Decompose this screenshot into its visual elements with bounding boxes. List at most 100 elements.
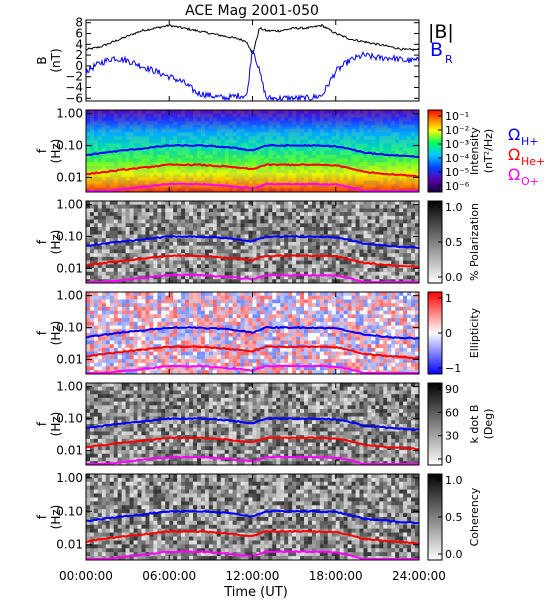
spectrogram-cell	[319, 264, 324, 269]
spectrogram-cell	[264, 355, 269, 360]
spectrogram-cell	[292, 321, 297, 326]
spectrogram-cell	[220, 351, 225, 356]
spectrogram-cell	[292, 184, 297, 189]
spectrogram-cell	[129, 318, 134, 322]
spectrogram-cell	[335, 121, 340, 125]
spectrogram-cell	[208, 292, 213, 296]
spectrogram-cell	[208, 158, 213, 163]
spectrogram-cell	[296, 227, 301, 231]
spectrogram-cell	[379, 227, 384, 231]
spectrogram-cell	[379, 184, 384, 189]
spectrogram-cell	[268, 310, 273, 315]
spectrogram-cell	[387, 253, 392, 257]
spectrogram-cell	[197, 355, 201, 360]
spectrogram-cell	[117, 321, 122, 326]
spectrogram-cell	[395, 154, 400, 159]
spectrogram-cell	[86, 344, 90, 348]
spectrogram-cell	[145, 180, 150, 185]
spectrogram-cell	[276, 256, 281, 261]
spectrogram-cell	[312, 201, 316, 205]
spectrogram-cell	[141, 253, 146, 257]
spectrogram-cell	[149, 212, 154, 216]
spectrogram-cell	[181, 260, 186, 265]
spectrogram-cell	[86, 177, 90, 181]
spectrogram-cell	[105, 295, 110, 300]
spectrogram-cell	[153, 238, 158, 243]
spectrogram-cell	[109, 245, 114, 250]
omega-h-line	[85, 234, 420, 249]
spectrogram-cell	[121, 253, 126, 257]
spectrogram-cell	[185, 201, 190, 205]
spectrogram-cell	[173, 136, 178, 140]
spectrogram-cell	[304, 151, 308, 155]
spectrogram-cell	[236, 314, 241, 319]
spectrogram-cell	[121, 219, 126, 224]
spectrogram-cell	[177, 351, 182, 356]
spectrogram-cell	[339, 249, 344, 254]
spectrogram-cell	[292, 329, 297, 334]
spectrogram-cell	[232, 370, 237, 375]
spectrogram-cell	[288, 336, 293, 341]
spectrogram-cell	[415, 177, 419, 181]
spectrogram-cell	[169, 275, 174, 280]
spectrogram-cell	[197, 264, 201, 269]
spectrogram-cell	[153, 184, 158, 189]
spectrogram-cell	[90, 260, 94, 265]
spectrogram-cell	[312, 227, 316, 231]
spectrogram-cell	[355, 234, 360, 239]
spectrogram-cell	[244, 201, 249, 205]
spectrogram-cell	[351, 249, 356, 254]
spectrogram-cell	[232, 314, 237, 319]
spectrogram-cell	[121, 132, 126, 137]
spectrogram-cell	[264, 303, 269, 307]
spectrogram-cell	[407, 128, 412, 133]
spectrogram-cell	[145, 260, 150, 265]
spectrogram-cell	[181, 242, 186, 246]
spectrogram-cell	[201, 227, 205, 231]
spectrogram-cell	[260, 165, 265, 170]
spectrogram-cell	[280, 124, 285, 129]
spectrogram-cell	[339, 227, 344, 231]
spectrogram-cell	[141, 212, 146, 216]
spectrogram-cell	[228, 139, 233, 144]
spectrogram-cell	[181, 279, 186, 284]
spectrogram-cell	[181, 256, 186, 261]
spectrogram-cell	[323, 117, 328, 122]
spectrogram-cell	[327, 204, 332, 209]
spectrogram-cell	[90, 314, 94, 319]
spectrogram-cell	[125, 321, 130, 326]
spectrogram-cell	[375, 173, 380, 178]
spectrogram-cell	[201, 314, 205, 319]
spectrogram-cell	[343, 132, 348, 137]
spectrogram-cell	[355, 264, 360, 269]
spectrogram-cell	[193, 132, 197, 137]
spectrogram-cell	[93, 204, 98, 209]
spectrogram-cell	[363, 136, 368, 140]
spectrogram-cell	[367, 256, 372, 261]
spectrogram-cell	[232, 340, 237, 345]
spectrogram-cell	[359, 208, 364, 213]
spectrogram-cell	[379, 162, 384, 166]
spectrogram-cell	[149, 177, 154, 181]
spectrogram-cell	[292, 124, 297, 129]
spectrogram-cell	[193, 147, 197, 152]
spectrogram-cell	[133, 121, 138, 125]
spectrogram-cell	[387, 110, 392, 114]
spectrogram-cell	[272, 340, 277, 345]
spectrogram-cell	[399, 147, 404, 152]
spectrogram-cell	[288, 238, 293, 243]
spectrogram-cell	[383, 223, 388, 228]
spectrogram-cell	[232, 162, 237, 166]
spectrogram-cell	[153, 344, 158, 348]
spectrogram-cell	[208, 249, 213, 254]
spectrogram-cell	[224, 124, 229, 129]
spectrogram-cell	[149, 325, 154, 330]
spectrogram-cell	[379, 143, 384, 148]
spectrogram-cell	[93, 143, 98, 148]
spectrogram-cell	[276, 264, 281, 269]
spectrogram-cell	[117, 165, 122, 170]
spectrogram-cell	[201, 184, 205, 189]
spectrogram-cell	[284, 268, 289, 272]
spectrogram-cell	[97, 271, 102, 276]
spectrogram-cell	[300, 260, 305, 265]
